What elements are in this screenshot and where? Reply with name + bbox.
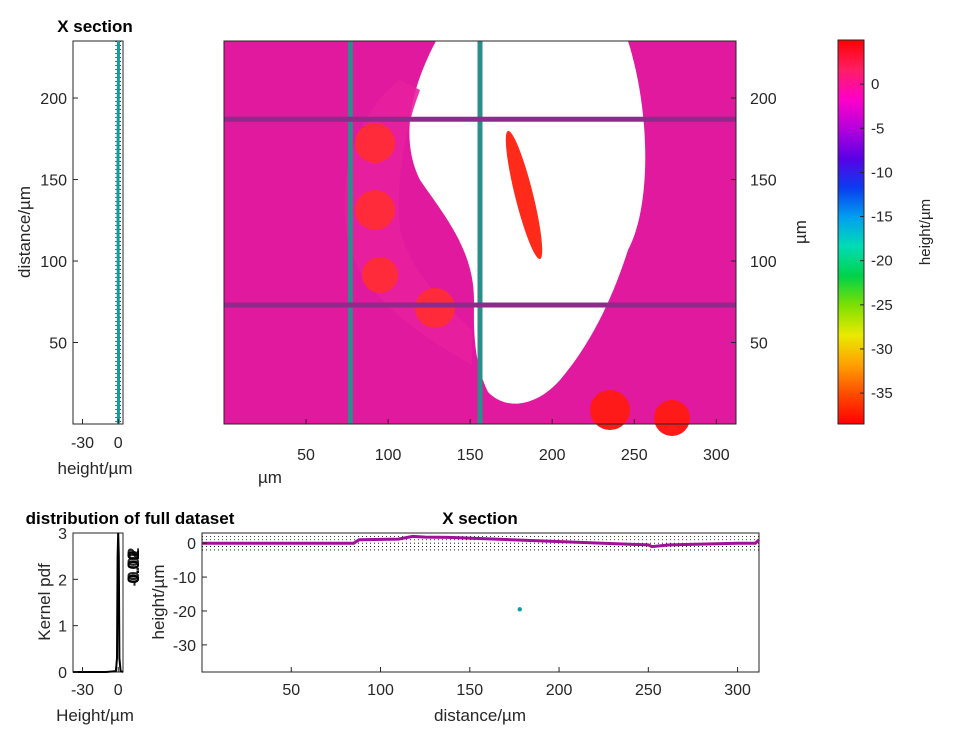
pit-5: [590, 390, 630, 430]
colorbar: 0 -5 -10 -15 -20 -25 -30 -35 height/µm: [837, 39, 934, 425]
pdf-y-label: Kernel pdf: [35, 563, 54, 641]
bottom-xsection-title: X section: [442, 509, 518, 528]
bottom-x-tick-label: 150: [456, 682, 483, 699]
map-x-tick-label: 150: [457, 447, 484, 464]
crosshair-horizontal-0: [224, 302, 736, 308]
surface-map: 50 100 150 200 250 300 50 100 150 200 µm µm: [223, 40, 810, 487]
bottom-x-tick-label: 100: [367, 682, 394, 699]
pdf-overlap-label: 0.02: [124, 550, 143, 583]
pdf-overlap-label: 0.01: [124, 550, 143, 583]
map-y-tick-label: 100: [750, 254, 777, 271]
pit-1: [355, 123, 395, 163]
bottom-x-tick-label: 300: [724, 682, 751, 699]
left-x-tick-label: -30: [71, 435, 94, 452]
bottom-y-tick-label: -30: [173, 638, 196, 655]
pdf-y-tick-label: 1: [58, 619, 67, 636]
colorbar-tick-label: 0: [871, 76, 879, 93]
colorbar-tick-label: -5: [871, 120, 884, 137]
pdf-title: distribution of full dataset: [26, 509, 235, 528]
bottom-x-ticks: 50 100 150 200 250 300: [282, 667, 751, 699]
map-x-tick-label: 200: [539, 447, 566, 464]
colorbar-label: height/µm: [917, 199, 934, 265]
left-x-ticks: -30 0: [71, 419, 123, 452]
colorbar-tick-label: -30: [871, 341, 893, 358]
map-x-label: µm: [258, 468, 282, 487]
bottom-xsection: X section 50 100 150 200 250 300 0 -10 -20 -30 d…: [149, 509, 761, 725]
pdf-y-tick-label: 0: [58, 665, 67, 682]
left-x-tick-label: 0: [114, 435, 123, 452]
bottom-x-label: distance/µm: [434, 706, 526, 725]
colorbar-tick-label: -20: [871, 253, 893, 270]
pdf-x-tick-label: -30: [71, 682, 94, 699]
colorbar-tick-label: -15: [871, 209, 893, 226]
pdf-series: [73, 532, 124, 673]
pdf-overlap-labels: -0.020.020.010.00: [124, 548, 143, 587]
pdf-x-label: Height/µm: [56, 706, 134, 725]
bottom-y-ticks: 0 -10 -20 -30: [173, 536, 207, 655]
pdf-panel: distribution of full dataset -0.020.020.…: [26, 509, 235, 725]
crosshair-lines: [224, 41, 736, 424]
bottom-y-tick-label: -10: [173, 570, 196, 587]
bottom-xsection-gridlines: [202, 535, 759, 612]
left-x-label: height/µm: [58, 459, 133, 478]
colorbar-tick-label: -25: [871, 297, 893, 314]
pdf-overlap-label: -0.02: [124, 548, 143, 587]
map-x-tick-label: 100: [375, 447, 402, 464]
map-y-tick-label: 200: [750, 91, 777, 108]
colorbar-gradient: [837, 39, 865, 425]
map-x-tick-label: 50: [297, 447, 315, 464]
left-xsection-title: X section: [57, 17, 133, 36]
left-y-tick-label: 200: [40, 91, 67, 108]
pdf-y-ticks: 0 1 2 3: [58, 526, 78, 682]
map-y-ticks: 50 100 150 200: [731, 91, 777, 353]
bottom-x-tick-label: 250: [635, 682, 662, 699]
colorbar-tick-label: -35: [871, 385, 893, 402]
bottom-x-tick-label: 200: [546, 682, 573, 699]
map-x-ticks: 50 100 150 200 250 300: [297, 419, 730, 464]
map-x-tick-label: 300: [703, 447, 730, 464]
pdf-x-tick-label: 0: [114, 682, 123, 699]
map-frame: [223, 40, 737, 425]
left-y-tick-label: 50: [49, 336, 67, 353]
crosshair-horizontal-1: [224, 116, 736, 122]
pit-4: [415, 288, 455, 328]
left-xsection-series: [116, 40, 120, 425]
pdf-overlap-label: 0.00: [124, 550, 143, 583]
red-ridge: [505, 130, 543, 260]
pit-3: [362, 257, 398, 293]
pit-6: [654, 400, 690, 436]
map-y-label: µm: [791, 220, 810, 244]
bottom-outlier-point: [517, 607, 522, 612]
left-y-label: distance/µm: [15, 186, 34, 278]
bottom-xsection-frame: [201, 532, 760, 673]
left-xsection-frame: [72, 40, 124, 425]
crosshair-vertical-1: [477, 41, 483, 424]
left-xsection: X section -30 0 50 100 150 200 height/µm dis…: [15, 17, 133, 478]
left-y-ticks: 50 100 150 200: [40, 91, 78, 353]
colorbar-tick-label: -10: [871, 164, 893, 181]
colorbar-ticks: 0 -5 -10 -15 -20 -25 -30 -35: [860, 76, 893, 402]
pdf-x-ticks: -30 0: [71, 667, 123, 699]
bottom-y-tick-label: -20: [173, 604, 196, 621]
bottom-x-tick-label: 50: [282, 682, 300, 699]
bottom-y-tick-label: 0: [187, 536, 196, 553]
map-y-tick-label: 50: [750, 336, 768, 353]
pit-2: [355, 190, 395, 230]
left-y-tick-label: 150: [40, 173, 67, 190]
left-y-tick-label: 100: [40, 254, 67, 271]
crosshair-vertical-0: [347, 41, 353, 424]
pdf-y-tick-label: 3: [58, 526, 67, 543]
map-x-tick-label: 250: [621, 447, 648, 464]
bottom-y-label: height/µm: [149, 565, 168, 640]
pdf-frame: [72, 532, 124, 673]
map-y-tick-label: 150: [750, 173, 777, 190]
bottom-xsection-series: [202, 534, 761, 549]
pdf-y-tick-label: 2: [58, 572, 67, 589]
